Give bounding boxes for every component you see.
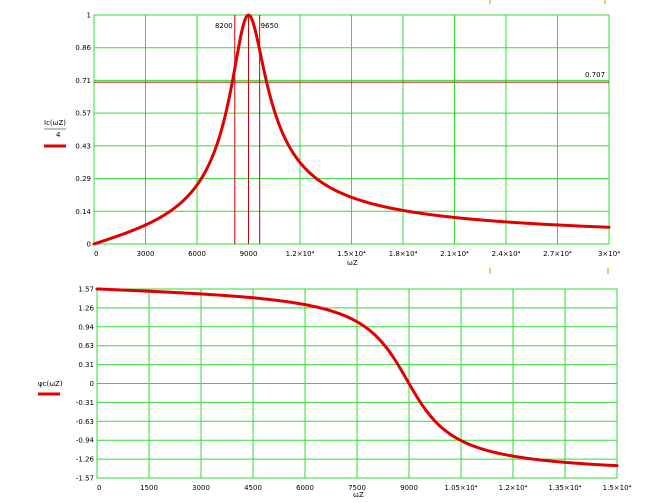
phase-ylabel: ψc(ωZ) — [38, 380, 63, 388]
x-tick-label: 3×10⁴ — [598, 250, 620, 258]
y-tick-label: -1.26 — [76, 456, 95, 464]
x-tick-label: 6000 — [296, 484, 314, 492]
y-tick-label: 1.26 — [78, 304, 94, 312]
y-tick-label: -0.63 — [76, 418, 94, 426]
x-tick-label: 2.7×10⁴ — [543, 250, 572, 258]
y-tick-label: 0.57 — [75, 110, 91, 118]
bandwidth-marker-label: 9650 — [261, 22, 279, 30]
amplitude-chart: 0.707 8200 9650 0 3000 6000 9000 1.2×10⁴ 1.5×10… — [44, 12, 620, 267]
x-tick-label: 7500 — [348, 484, 366, 492]
x-tick-label: 1.35×10⁴ — [548, 484, 581, 492]
x-tick-label: 2.1×10⁴ — [440, 250, 469, 258]
phase-y-ticks: 1.57 1.26 0.94 0.63 0.31 0 -0.31 -0.63 -0.94 -1.2… — [76, 286, 95, 483]
x-tick-label: 1.2×10⁴ — [286, 250, 315, 258]
x-tick-label: 9000 — [240, 250, 258, 258]
phase-xlabel: ωZ — [353, 491, 364, 499]
x-tick-label: 1.5×10⁴ — [337, 250, 366, 258]
amplitude-curve — [92, 13, 611, 246]
y-tick-label: 0 — [87, 241, 91, 249]
amplitude-xlabel: ωZ — [347, 259, 358, 267]
y-tick-label: 0.31 — [78, 361, 94, 369]
y-tick-label: 1 — [87, 12, 91, 20]
y-tick-label: 0.29 — [75, 175, 91, 183]
x-tick-label: 3000 — [137, 250, 155, 258]
phase-chart: 0 1500 3000 4500 6000 7500 9000 1.05×10⁴ 1.2×10⁴… — [38, 286, 632, 499]
y-tick-label: 0.14 — [75, 208, 91, 216]
y-tick-label: -1.57 — [76, 475, 94, 483]
x-tick-label: 6000 — [188, 250, 206, 258]
bandwidth-marker-label: 8200 — [215, 22, 233, 30]
phase-curve — [95, 287, 619, 468]
y-tick-label: 0 — [90, 380, 94, 388]
amplitude-ylabel-bottom: 4 — [56, 131, 61, 139]
phase-x-ticks: 0 1500 3000 4500 6000 7500 9000 1.05×10⁴ 1.2×10⁴… — [97, 484, 632, 492]
amplitude-x-ticks: 0 3000 6000 9000 1.2×10⁴ 1.5×10⁴ 1.8×10⁴ 2.1×10… — [94, 250, 620, 258]
x-tick-label: 0 — [94, 250, 98, 258]
y-tick-label: 0.71 — [75, 77, 91, 85]
half-power-label: 0.707 — [585, 71, 605, 79]
amplitude-y-ticks: 0 0.14 0.29 0.43 0.57 0.71 0.86 1 — [75, 12, 91, 249]
x-tick-label: 0 — [97, 484, 101, 492]
y-tick-label: 0.63 — [78, 342, 94, 350]
x-tick-label: 1.05×10⁴ — [444, 484, 477, 492]
y-tick-label: 0.94 — [78, 323, 94, 331]
x-tick-label: 1.8×10⁴ — [389, 250, 418, 258]
y-tick-label: 1.57 — [78, 286, 94, 294]
x-tick-label: 1.2×10⁴ — [499, 484, 528, 492]
x-tick-label: 1500 — [140, 484, 158, 492]
x-tick-label: 2.4×10⁴ — [492, 250, 521, 258]
x-tick-label: 9000 — [400, 484, 418, 492]
y-tick-label: 0.43 — [75, 142, 91, 150]
x-tick-label: 1.5×10⁴ — [603, 484, 632, 492]
y-tick-label: -0.31 — [76, 399, 94, 407]
y-tick-label: -0.94 — [76, 437, 95, 445]
x-tick-label: 4500 — [244, 484, 262, 492]
y-tick-label: 0.86 — [75, 44, 91, 52]
phase-grid — [96, 288, 618, 479]
amplitude-ylabel-top: Ic(ωZ) — [44, 119, 66, 127]
x-tick-label: 3000 — [192, 484, 210, 492]
